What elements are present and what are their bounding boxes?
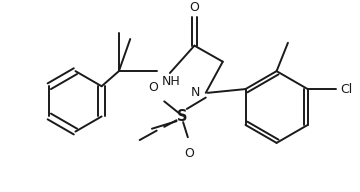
Text: O: O	[189, 1, 199, 13]
Text: O: O	[149, 81, 158, 94]
Text: NH: NH	[161, 75, 180, 88]
Text: O: O	[184, 147, 194, 160]
Text: Cl: Cl	[340, 83, 352, 96]
Text: N: N	[191, 86, 200, 99]
Text: S: S	[177, 109, 188, 124]
